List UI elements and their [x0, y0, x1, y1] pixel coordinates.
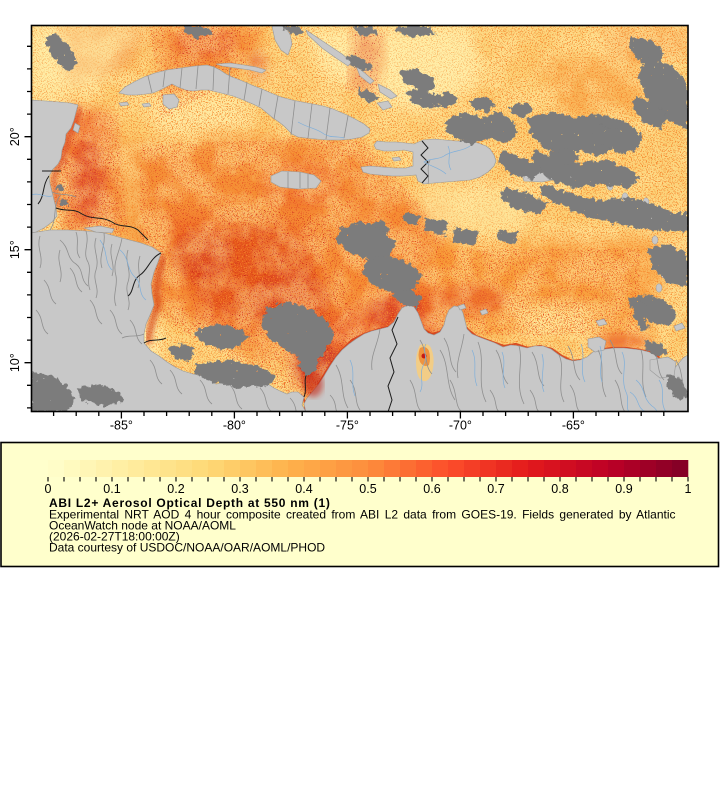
- svg-text:Data courtesy of USDOC/NOAA/OA: Data courtesy of USDOC/NOAA/OAR/AOML/PHO…: [49, 541, 325, 555]
- svg-text:Experimental NRT AOD 4 hour co: Experimental NRT AOD 4 hour composite cr…: [49, 508, 676, 522]
- svg-text:OceanWatch node at NOAA/AOML: OceanWatch node at NOAA/AOML: [49, 519, 236, 533]
- svg-text:0.3: 0.3: [231, 482, 248, 496]
- svg-text:-85°: -85°: [110, 419, 133, 433]
- svg-text:20°: 20°: [8, 127, 22, 146]
- svg-text:0.8: 0.8: [551, 482, 568, 496]
- svg-text:-65°: -65°: [562, 419, 585, 433]
- svg-text:1: 1: [685, 482, 692, 496]
- svg-text:0.6: 0.6: [423, 482, 440, 496]
- svg-text:0.9: 0.9: [615, 482, 632, 496]
- svg-text:0: 0: [45, 482, 52, 496]
- svg-text:ABI L2+ Aerosol Optical Depth: ABI L2+ Aerosol Optical Depth at 550 nm …: [49, 496, 331, 510]
- svg-text:0.2: 0.2: [167, 482, 184, 496]
- svg-text:-75°: -75°: [336, 419, 359, 433]
- svg-text:-80°: -80°: [223, 419, 246, 433]
- svg-text:0.1: 0.1: [103, 482, 120, 496]
- svg-text:0.4: 0.4: [295, 482, 312, 496]
- svg-text:15°: 15°: [8, 240, 22, 259]
- svg-text:-70°: -70°: [449, 419, 472, 433]
- svg-text:0.7: 0.7: [487, 482, 504, 496]
- svg-text:10°: 10°: [8, 353, 22, 372]
- svg-text:(2026-02-27T18:00:00Z): (2026-02-27T18:00:00Z): [49, 530, 180, 544]
- svg-text:0.5: 0.5: [359, 482, 376, 496]
